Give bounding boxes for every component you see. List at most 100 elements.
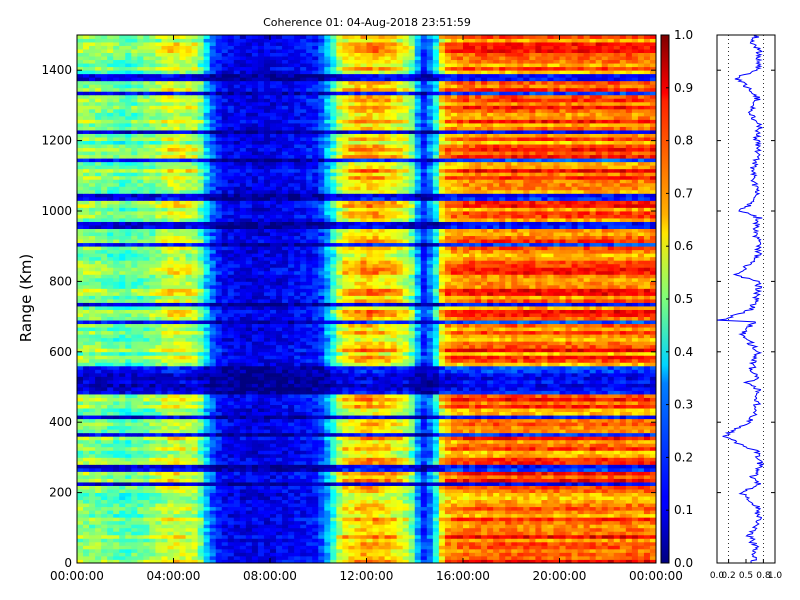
heatmap-cell	[137, 439, 144, 444]
heatmap-cell	[396, 432, 404, 437]
heatmap-cell	[553, 499, 560, 504]
heatmap-cell	[95, 411, 102, 416]
heatmap-cell	[613, 467, 621, 472]
heatmap-cell	[541, 446, 548, 451]
heatmap-cell	[270, 436, 277, 441]
heatmap-cell	[366, 404, 373, 409]
heatmap-cell	[517, 527, 524, 532]
heatmap-cell	[312, 520, 319, 525]
heatmap-cell	[167, 425, 174, 430]
heatmap-cell	[185, 534, 192, 539]
heatmap-cell	[463, 418, 470, 423]
heatmap-cell	[143, 520, 150, 525]
heatmap-cell	[589, 520, 597, 525]
heatmap-cell	[631, 439, 639, 444]
heatmap-cell	[143, 397, 150, 402]
heatmap-cell	[366, 510, 373, 515]
heatmap-cell	[535, 422, 542, 427]
heatmap-cell	[559, 513, 566, 518]
heatmap-cell	[463, 397, 470, 402]
heatmap-cell	[161, 408, 168, 413]
heatmap-cell	[487, 485, 494, 490]
heatmap-cell	[559, 541, 566, 546]
heatmap-cell	[215, 464, 223, 469]
heatmap-cell	[475, 394, 482, 398]
heatmap-cell	[438, 482, 446, 486]
heatmap-cell	[565, 552, 572, 557]
heatmap-cell	[107, 394, 114, 398]
heatmap-cell	[631, 436, 639, 441]
heatmap-cell	[565, 531, 572, 536]
heatmap-cell	[270, 460, 277, 465]
heatmap-cell	[233, 397, 241, 402]
heatmap-cell	[101, 559, 108, 563]
heatmap-cell	[607, 538, 615, 543]
heatmap-cell	[517, 450, 524, 455]
heatmap-cell	[318, 383, 325, 388]
heatmap-cell	[444, 531, 452, 536]
heatmap-cell	[553, 422, 560, 427]
heatmap-cell	[432, 548, 440, 553]
heatmap-cell	[613, 534, 621, 539]
heatmap-cell	[276, 464, 283, 469]
heatmap-cell	[595, 520, 603, 525]
heatmap-cell	[565, 432, 572, 437]
heatmap-cell	[203, 408, 211, 413]
heatmap-cell	[239, 534, 247, 539]
heatmap-cell	[251, 545, 259, 550]
heatmap-cell	[336, 422, 343, 427]
heatmap-cell	[565, 489, 572, 493]
heatmap-cell	[649, 510, 656, 515]
heatmap-cell	[456, 379, 464, 384]
heatmap-cell	[426, 552, 434, 557]
heatmap-cell	[559, 520, 566, 525]
heatmap-cell	[251, 453, 259, 458]
heatmap-cell	[414, 408, 422, 413]
heatmap-cell	[209, 559, 217, 563]
heatmap-cell	[511, 425, 518, 430]
heatmap-cell	[426, 383, 434, 388]
heatmap-cell	[336, 387, 343, 391]
heatmap-cell	[366, 415, 373, 420]
heatmap-cell	[493, 453, 500, 458]
heatmap-cell	[257, 527, 265, 532]
heatmap-cell	[245, 467, 253, 472]
heatmap-cell	[239, 390, 247, 395]
heatmap-cell	[131, 418, 138, 423]
heatmap-cell	[251, 531, 259, 536]
heatmap-cell	[553, 559, 560, 563]
heatmap-cell	[643, 432, 651, 437]
heatmap-cell	[619, 503, 627, 508]
heatmap-cell	[444, 422, 452, 427]
heatmap-cell	[444, 499, 452, 504]
heatmap-cell	[306, 499, 313, 504]
heatmap-cell	[143, 457, 150, 462]
heatmap-cell	[300, 453, 307, 458]
heatmap-cell	[559, 453, 566, 458]
heatmap-cell	[300, 534, 307, 539]
heatmap-cell	[481, 443, 488, 448]
heatmap-cell	[203, 548, 211, 553]
heatmap-cell	[288, 534, 295, 539]
heatmap-cell	[631, 482, 639, 486]
heatmap-cell	[95, 541, 102, 546]
heatmap-cell	[649, 471, 656, 476]
heatmap-cell	[384, 506, 392, 511]
heatmap-cell	[463, 425, 470, 430]
heatmap-cell	[227, 401, 235, 405]
heatmap-cell	[529, 443, 536, 448]
heatmap-cell	[215, 548, 223, 553]
heatmap-cell	[487, 499, 494, 504]
heatmap-cell	[595, 387, 603, 391]
heatmap-cell	[113, 401, 120, 405]
heatmap-cell	[185, 492, 192, 497]
heatmap-cell	[263, 418, 271, 423]
heatmap-cell	[565, 496, 572, 501]
heatmap-cell	[529, 457, 536, 462]
heatmap-cell	[119, 552, 126, 557]
heatmap-cell	[535, 545, 542, 550]
heatmap-cell	[487, 457, 494, 462]
heatmap-cell	[173, 517, 180, 522]
heatmap-cell	[595, 453, 603, 458]
heatmap-cell	[517, 432, 524, 437]
